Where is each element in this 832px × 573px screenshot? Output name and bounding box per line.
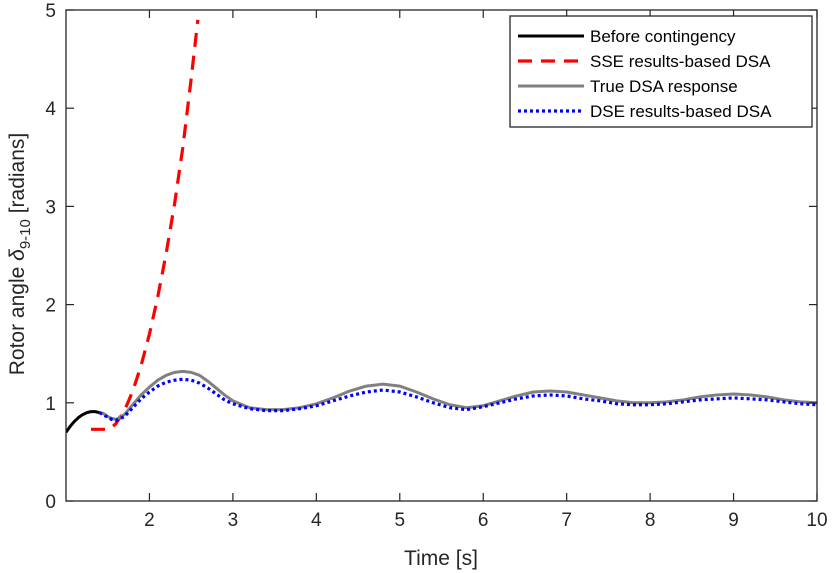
x-tick-label: 3 [228,510,239,531]
legend: Before contingency SSE results-based DSA T… [509,15,813,128]
y-tick-label: 0 [45,492,56,513]
tick-labels: 2 3 4 5 6 7 8 9 10 0 1 2 3 4 5 [45,1,827,531]
legend-label: DSE results-based DSA [590,102,772,121]
y-tick-label: 4 [45,99,56,120]
y-tick-label: 1 [45,394,56,415]
x-tick-label: 7 [561,510,572,531]
y-axis-label-subscript: 9-10 [17,219,34,249]
y-tick-label: 3 [45,197,56,218]
series-line-4 [98,377,817,423]
legend-label: True DSA response [590,77,738,96]
legend-label: Before contingency [590,27,736,46]
x-axis-label: Time [s] [404,547,478,570]
x-tick-label: 9 [728,510,739,531]
legend-label: SSE results-based DSA [590,52,771,71]
x-tick-label: 8 [645,510,656,531]
y-axis-label-prefix: Rotor angle [6,261,29,375]
y-axis-label: Rotor angle δ9-10 [radians] [6,133,34,376]
series-layer [66,19,817,434]
y-axis-label-symbol: δ [6,249,29,261]
y-axis-label-suffix: [radians] [6,133,29,219]
x-tick-label: 2 [144,510,155,531]
axes-box [65,9,818,502]
y-tick-label: 5 [45,1,56,22]
axes-frame [65,9,818,502]
y-tick-label: 2 [45,296,56,317]
x-tick-label: 4 [311,510,322,531]
x-tick-label: 10 [806,510,827,531]
x-tick-label: 5 [394,510,405,531]
series-line-1 [66,410,100,434]
x-tick-label: 6 [478,510,489,531]
series-line-3 [99,369,817,421]
